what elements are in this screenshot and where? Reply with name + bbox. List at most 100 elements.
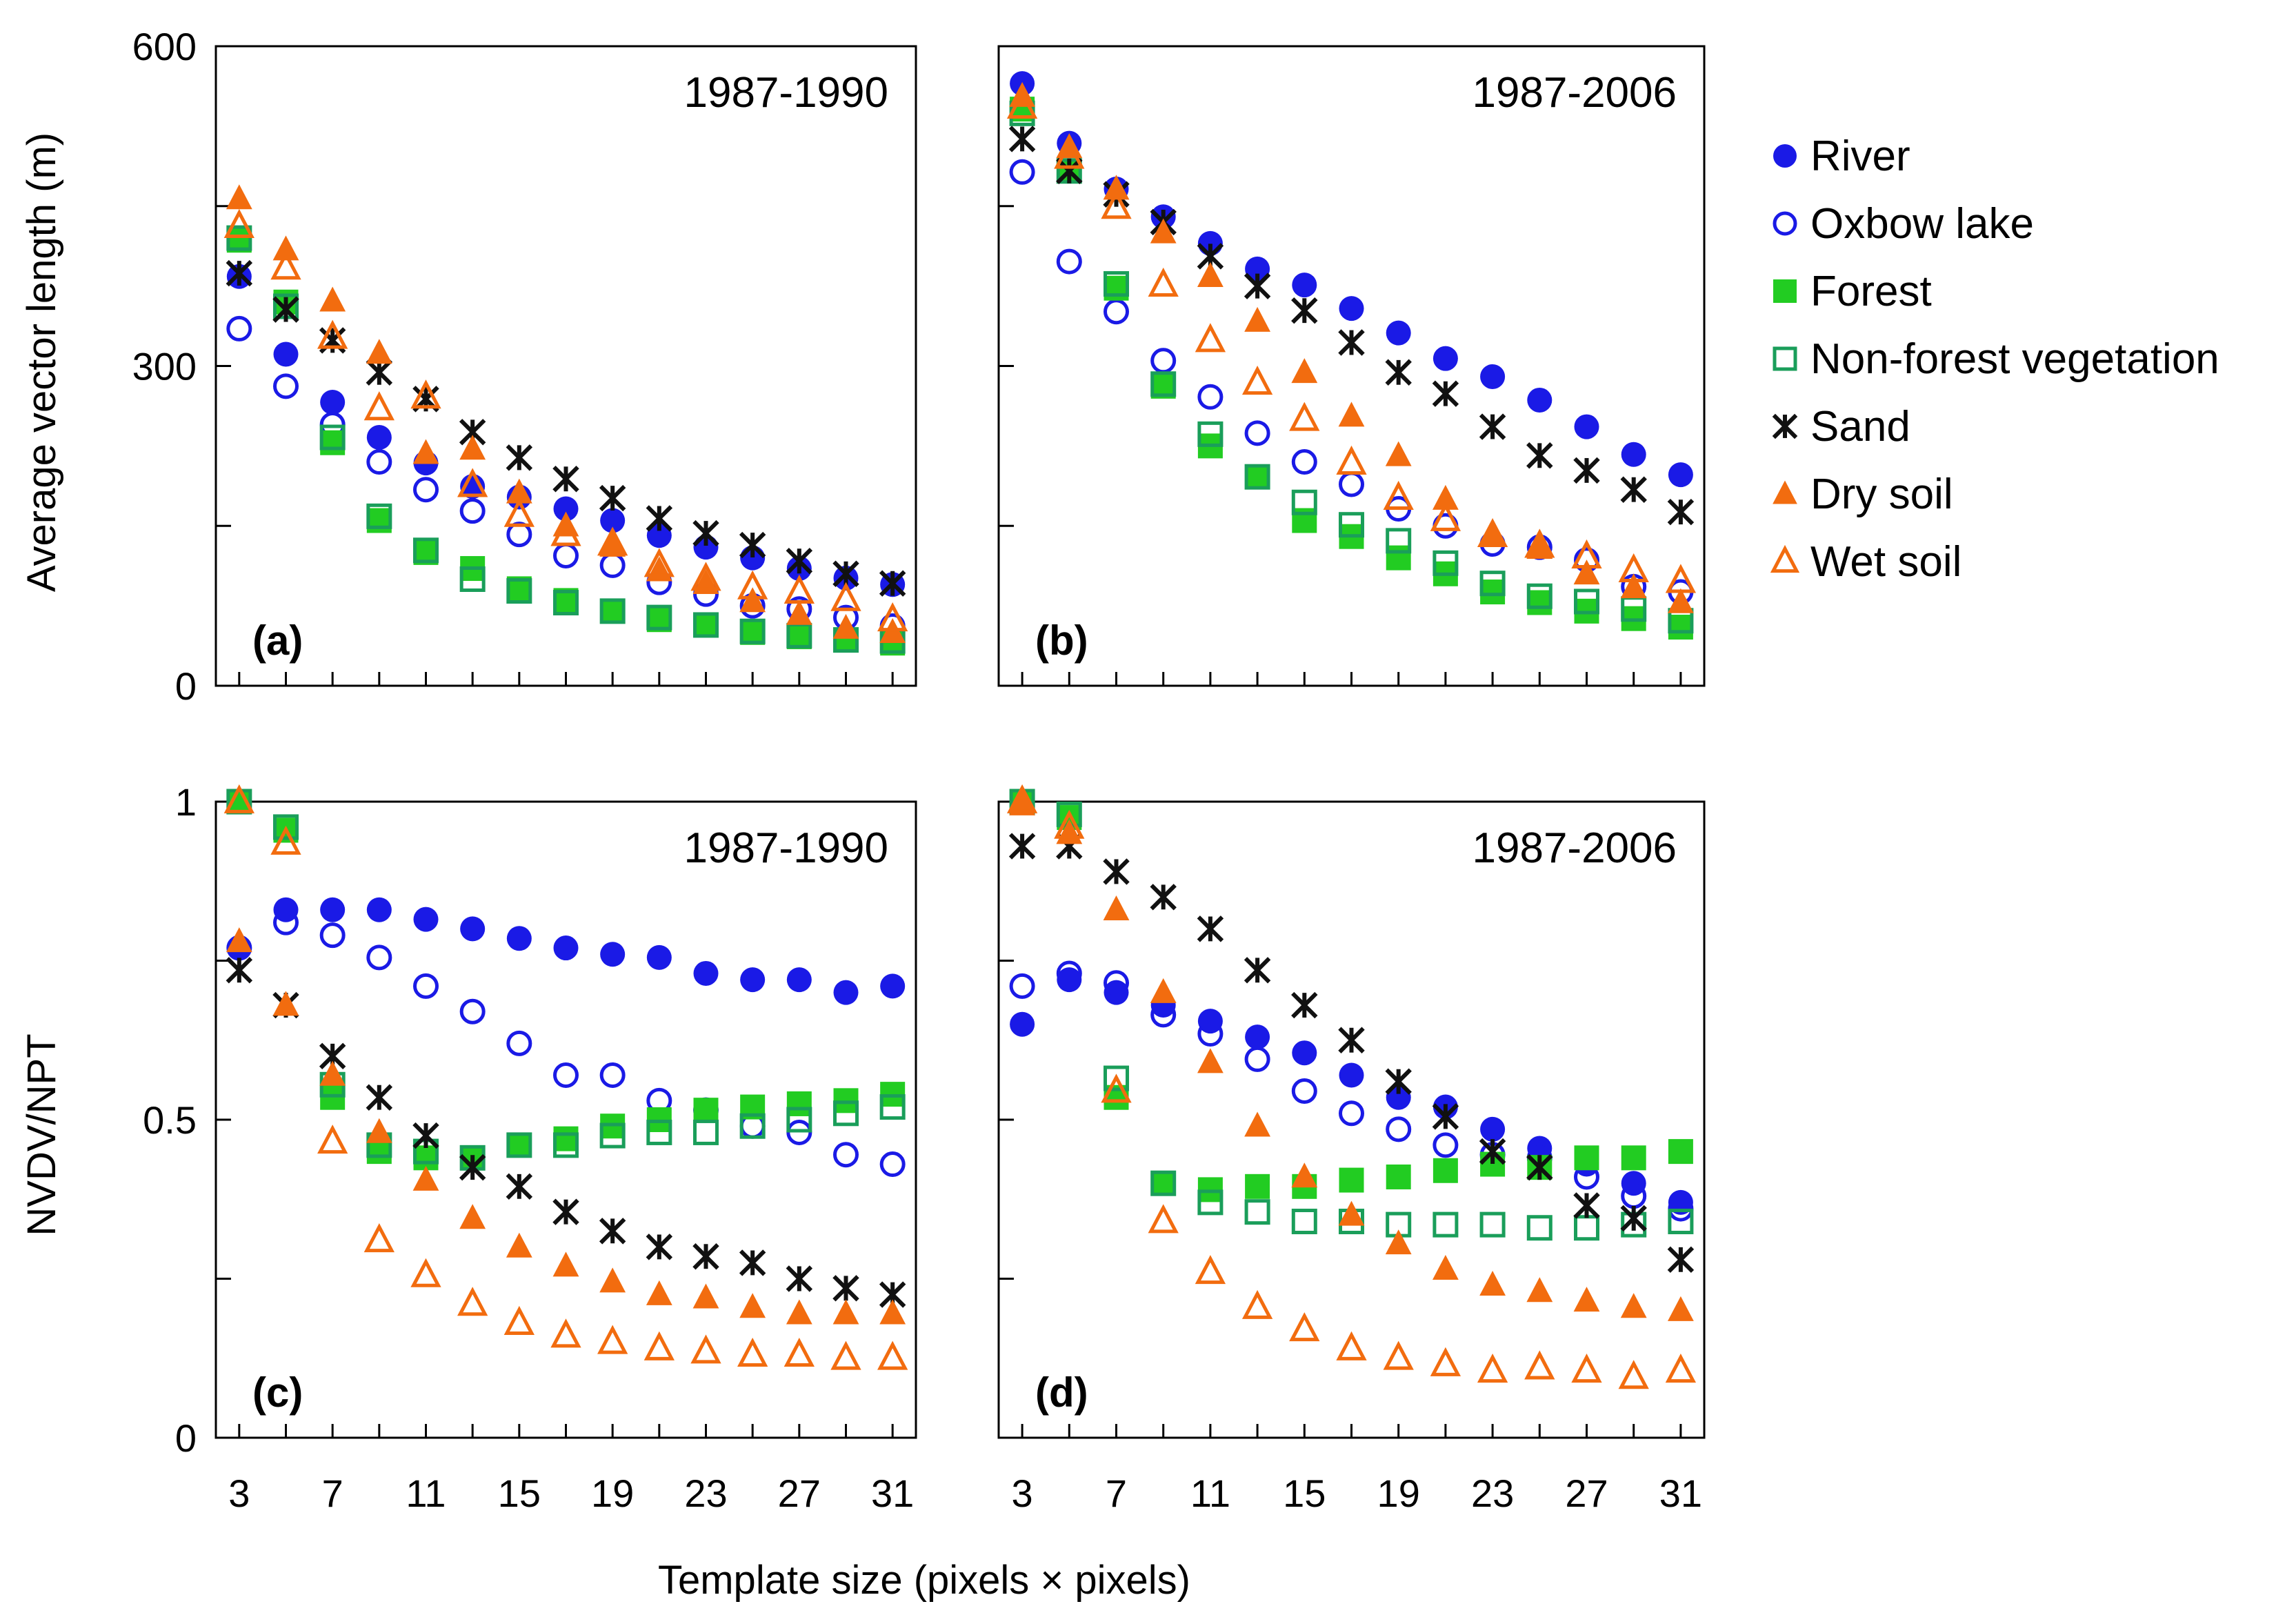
- data-point-river: [1010, 1011, 1035, 1037]
- data-point-wet-soil: [1289, 402, 1320, 431]
- data-point-dry-soil: [739, 1293, 766, 1318]
- data-point-oxbow-lake: [413, 973, 439, 999]
- data-point-sand: [739, 531, 766, 559]
- data-point-wet-soil: [317, 319, 348, 349]
- data-point-river: [600, 942, 626, 967]
- panel-label: (a): [252, 617, 303, 664]
- data-point-dry-soil: [226, 184, 252, 210]
- panel-label: (d): [1035, 1369, 1088, 1416]
- data-point-river: [413, 907, 439, 932]
- data-point-river: [320, 897, 346, 922]
- data-point-sand: [366, 359, 393, 386]
- data-point-wet-soil: [1383, 1340, 1414, 1370]
- data-point-oxbow-lake: [506, 522, 532, 548]
- legend-item-river: River: [1773, 132, 1910, 180]
- data-point-non-forest-vegetation: [1291, 1209, 1317, 1235]
- panel-c: 0 0.5 1 3 7 11 15 19 23 27 31 1987-1990 (c): [143, 780, 917, 1515]
- data-point-river: [1292, 1040, 1317, 1066]
- data-point-non-forest-vegetation: [1244, 464, 1270, 490]
- data-point-oxbow-lake: [413, 477, 439, 503]
- data-point-sand: [412, 1122, 439, 1149]
- data-point-sand: [1008, 126, 1036, 152]
- data-point-non-forest-vegetation: [1386, 528, 1412, 554]
- data-point-sand: [786, 548, 813, 575]
- data-point-sand: [1667, 1246, 1695, 1274]
- data-point-river: [1339, 1062, 1364, 1088]
- data-point-sand: [879, 570, 906, 597]
- legend-item-forest: Forest: [1773, 268, 1932, 315]
- data-point-river: [553, 496, 579, 522]
- data-point-sand: [1103, 858, 1130, 885]
- data-point-sand: [1338, 329, 1365, 356]
- data-point-dry-soil: [1432, 1254, 1459, 1280]
- data-point-non-forest-vegetation: [1432, 550, 1459, 576]
- data-point-river: [1668, 1189, 1693, 1215]
- data-point-forest: [1245, 464, 1270, 490]
- data-point-dry-soil: [506, 478, 532, 504]
- data-point-river: [646, 523, 672, 548]
- y-tick-label: 1: [175, 780, 197, 824]
- y-axis-title-average-vector-length: Average vector length (m): [19, 132, 64, 592]
- data-point-sand: [226, 957, 253, 984]
- data-point-dry-soil: [1338, 1200, 1365, 1226]
- data-point-forest: [1527, 590, 1553, 615]
- x-tick-label: 11: [406, 1472, 446, 1515]
- series-wet-soil: [1006, 89, 1697, 593]
- y-tick-label: 600: [132, 25, 197, 68]
- data-point-dry-soil: [459, 1204, 486, 1229]
- series-wet-soil: [223, 784, 908, 1370]
- data-point-dry-soil: [1244, 1111, 1270, 1137]
- data-point-oxbow-lake: [1244, 1046, 1270, 1072]
- data-point-oxbow-lake: [1291, 449, 1317, 475]
- data-point-river: [366, 425, 392, 450]
- series-wet-soil: [223, 208, 908, 632]
- period-label: 1987-2006: [1473, 69, 1677, 117]
- data-point-wet-soil: [270, 250, 301, 280]
- period-label: 1987-1990: [684, 824, 889, 872]
- data-point-wet-soil: [1477, 1354, 1508, 1383]
- data-point-sand: [1573, 457, 1600, 484]
- data-point-non-forest-vegetation: [1574, 1215, 1599, 1241]
- data-point-sand: [599, 484, 626, 512]
- data-point-non-forest-vegetation: [833, 1100, 859, 1127]
- data-point-dry-soil: [646, 1280, 672, 1305]
- data-point-wet-soil: [877, 602, 908, 632]
- data-point-wet-soil: [457, 468, 488, 497]
- data-point-wet-soil: [1241, 366, 1273, 395]
- data-point-dry-soil: [1103, 895, 1130, 921]
- data-point-wet-soil: [410, 379, 441, 409]
- legend-label: Dry soil: [1810, 471, 1953, 518]
- data-point-oxbow-lake: [1339, 471, 1364, 497]
- data-point-non-forest-vegetation: [786, 1107, 812, 1133]
- data-point-non-forest-vegetation: [1526, 583, 1553, 609]
- data-point-river: [460, 916, 486, 942]
- data-point-dry-soil: [1432, 484, 1459, 510]
- data-point-non-forest-vegetation: [553, 1132, 579, 1158]
- data-point-non-forest-vegetation: [1574, 588, 1599, 615]
- panel-label: (c): [252, 1369, 303, 1416]
- data-point-wet-soil: [643, 1331, 675, 1360]
- data-point-sand: [646, 1234, 673, 1260]
- data-point-oxbow-lake: [1244, 420, 1270, 446]
- x-tick-label: 23: [1471, 1472, 1514, 1515]
- data-point-sand: [1479, 1138, 1506, 1165]
- data-point-non-forest-vegetation: [1150, 1170, 1177, 1196]
- data-point-sand: [1197, 915, 1224, 942]
- data-point-river: [1527, 387, 1553, 413]
- data-point-sand: [1432, 1103, 1459, 1130]
- data-point-oxbow-lake: [1104, 299, 1129, 325]
- y-axis-title-nvdv-npt: NVDV/NPT: [19, 1033, 64, 1236]
- data-point-oxbow-lake: [1104, 970, 1129, 996]
- data-point-wet-soil: [457, 1287, 488, 1316]
- y-tick-label: 0: [175, 664, 197, 708]
- data-point-oxbow-lake: [273, 909, 299, 935]
- data-point-dry-soil: [1385, 1229, 1412, 1255]
- legend-item-sand: Sand: [1772, 403, 1910, 450]
- data-point-wet-soil: [270, 825, 301, 855]
- legend-marker-wet-soil: [1770, 544, 1800, 573]
- panel-a: 0 300 600 1987-1990 (a): [132, 25, 917, 708]
- data-point-wet-soil: [550, 1318, 581, 1348]
- data-point-forest: [600, 598, 626, 624]
- data-point-oxbow-lake: [459, 498, 486, 524]
- data-point-non-forest-vegetation: [1479, 571, 1506, 597]
